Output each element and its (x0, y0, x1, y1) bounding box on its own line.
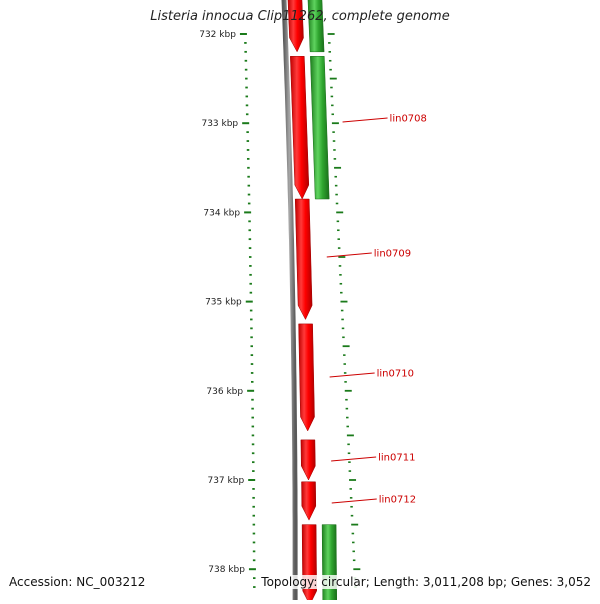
forward-gene-arrow[interactable] (298, 323, 315, 432)
reverse-gene-arrow[interactable] (307, 0, 325, 53)
forward-gene-arrow[interactable] (300, 439, 316, 481)
ruler: 732 kbp 733 kbp 734 kbp 735 kbp 736 kbp 737 k… (199, 30, 361, 588)
backbone-line (281, 0, 298, 604)
ruler-tick-label: 732 kbp (199, 30, 236, 40)
reverse-gene-arrow[interactable] (310, 56, 330, 200)
gene-label[interactable]: lin0711 (378, 453, 415, 464)
accession-label: Accession: (9, 575, 73, 589)
gene-label-leader (331, 456, 377, 462)
accession-info: Accession: NC_003212 (9, 575, 145, 589)
length-label: Length: (373, 575, 420, 589)
gene-label-leader (331, 498, 377, 504)
genome-title: Listeria innocua Clip11262, complete gen… (150, 9, 450, 24)
genes-value: 3,052 (556, 575, 591, 589)
forward-gene-arrow[interactable] (301, 481, 317, 521)
ruler-tick-label: 733 kbp (201, 119, 238, 129)
forward-gene-arrow[interactable] (290, 56, 310, 200)
gene-label[interactable]: lin0710 (377, 369, 414, 380)
topology-info: Topology: circular; Length: 3,011,208 bp… (261, 575, 591, 589)
topology-label: Topology: (261, 575, 318, 589)
forward-gene-arrow[interactable] (287, 0, 304, 53)
ruler-tick-label: 736 kbp (206, 387, 243, 397)
ruler-tick-label: 734 kbp (203, 208, 240, 218)
topology-value: circular (321, 575, 366, 589)
gene-label[interactable]: lin0708 (390, 114, 427, 125)
forward-gene-arrow[interactable] (294, 198, 313, 320)
ruler-tick-label: 738 kbp (208, 565, 245, 575)
gene-label[interactable]: lin0712 (379, 495, 416, 506)
genes-label: Genes: (510, 575, 553, 589)
gene-track (287, 0, 338, 604)
gene-label-leader (329, 372, 375, 378)
ruler-tick-label: 735 kbp (205, 298, 242, 308)
gene-labels: lin0708 lin0709 lin0710 lin0711 lin0712 (326, 114, 427, 506)
accession-value: NC_003212 (76, 575, 146, 589)
gene-label-leader (342, 117, 388, 123)
ruler-tick-label: 737 kbp (207, 476, 244, 486)
backbone (281, 0, 298, 604)
gene-label[interactable]: lin0709 (374, 249, 411, 260)
length-value: 3,011,208 bp (422, 575, 503, 589)
gene-label-leader (326, 252, 372, 258)
